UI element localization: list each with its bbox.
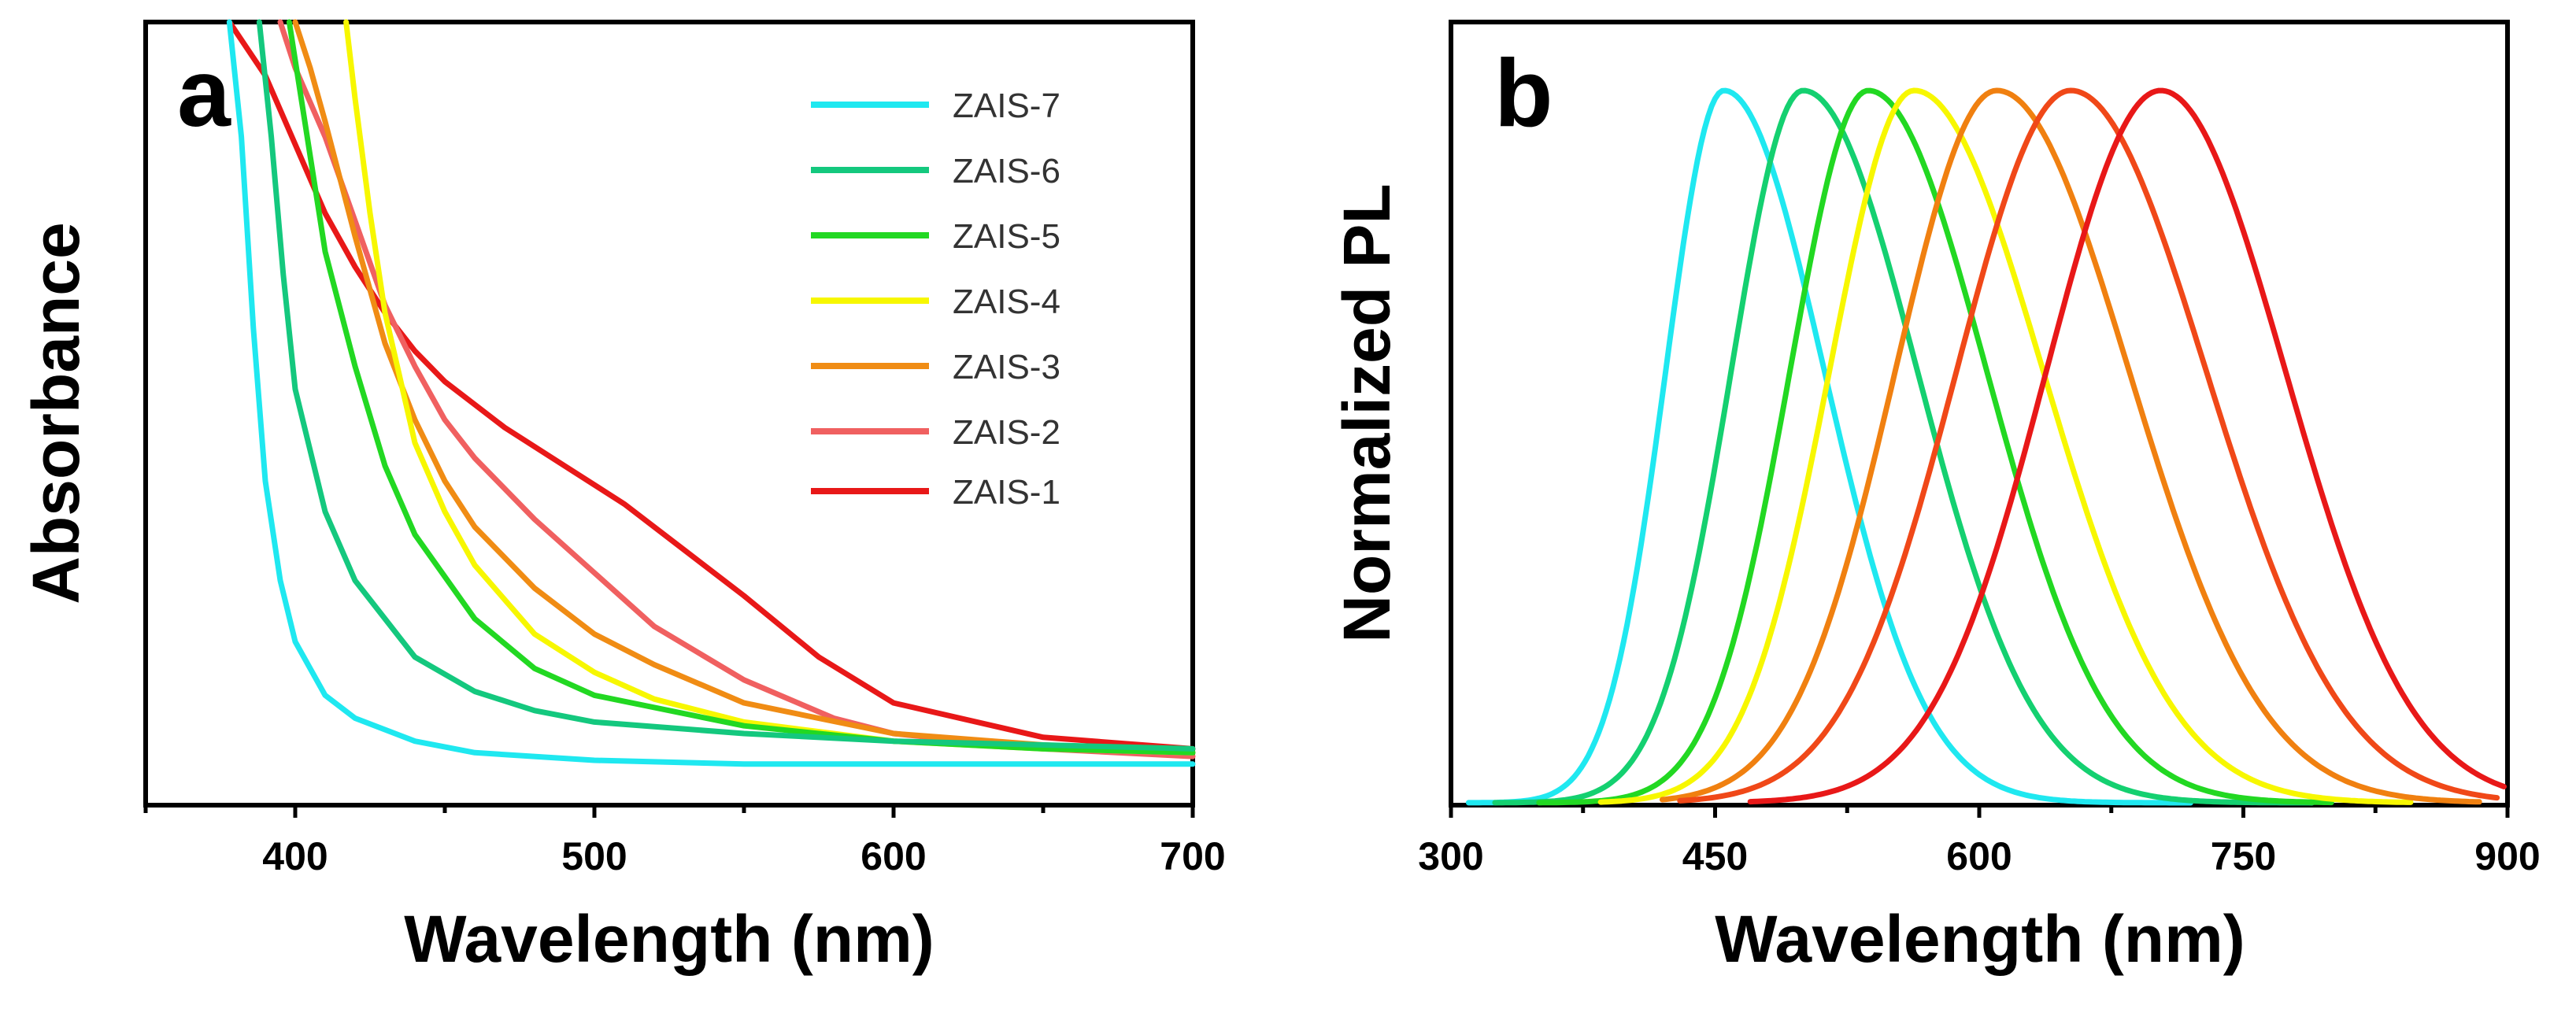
legend-item-zais-3: ZAIS-3 [811, 348, 1060, 386]
legend-item-zais-2: ZAIS-2 [811, 413, 1060, 452]
panel-b-letter: b [1494, 39, 1553, 146]
panel-a-curve-zais-7 [226, 19, 1196, 767]
legend-item-zais-5: ZAIS-5 [811, 217, 1060, 256]
panel-b-curves [1465, 87, 2507, 806]
legend-item-zais-1: ZAIS-1 [811, 473, 1060, 512]
panel-a-curve-zais-6 [256, 19, 1196, 752]
legend-item-zais-6: ZAIS-6 [811, 152, 1060, 190]
panel-a-curve-zais-2 [277, 19, 1196, 760]
panel-b-x-tick-label-600: 600 [1946, 834, 2012, 878]
panel-b-curve-zais-4 [1597, 87, 2414, 805]
panel-b-curve-zais-2 [1677, 87, 2500, 804]
panel-b-curve-zais-5 [1536, 87, 2334, 806]
legend-label-zais-3: ZAIS-3 [953, 348, 1060, 386]
panel-a-x-tick-label-400: 400 [262, 834, 328, 878]
panel-a-y-axis-title: Absorbance [19, 222, 93, 604]
legend-item-zais-7: ZAIS-7 [811, 87, 1060, 125]
panel-a-curve-zais-4 [343, 19, 1196, 756]
panel-a-absorbance: 400 500 600 700 a Wavelength (nm) Absorbanc… [19, 19, 1226, 976]
legend-label-zais-2: ZAIS-2 [953, 413, 1060, 452]
panel-a-plot-frame [143, 20, 1195, 808]
panel-b-x-tick-label-900: 900 [2474, 834, 2540, 878]
legend-label-zais-4: ZAIS-4 [953, 283, 1060, 321]
panel-a-legend: ZAIS-7 ZAIS-6 ZAIS-5 ZAIS-4 ZAIS-3 ZAIS-… [811, 87, 1060, 512]
panel-a-x-ticks: 400 500 600 700 [143, 805, 1226, 878]
panel-b-normalized-pl: 300 450 600 750 900 b Wavelength (nm) Normal… [1330, 20, 2541, 976]
panel-b-x-axis-title: Wavelength (nm) [1715, 902, 2245, 976]
panel-a-x-tick-label-500: 500 [561, 834, 627, 878]
panel-a-curves [226, 19, 1196, 767]
panel-a-x-axis-title: Wavelength (nm) [404, 902, 935, 976]
legend-label-zais-6: ZAIS-6 [953, 152, 1060, 190]
panel-a-letter: a [177, 39, 231, 146]
legend-item-zais-4: ZAIS-4 [811, 283, 1060, 321]
panel-b-x-tick-label-450: 450 [1682, 834, 1748, 878]
panel-a-x-tick-label-700: 700 [1160, 834, 1225, 878]
panel-b-x-tick-label-750: 750 [2211, 834, 2276, 878]
panel-b-x-ticks: 300 450 600 750 900 [1418, 805, 2541, 878]
legend-label-zais-1: ZAIS-1 [953, 473, 1060, 512]
panel-b-curve-zais-6 [1492, 87, 2315, 806]
panel-b-curve-zais-1 [1747, 87, 2507, 805]
legend-label-zais-5: ZAIS-5 [953, 217, 1060, 256]
legend-label-zais-7: ZAIS-7 [953, 87, 1060, 125]
panel-a-x-tick-label-600: 600 [861, 834, 926, 878]
panel-b-y-axis-title: Normalized PL [1330, 183, 1404, 642]
panel-a-curve-zais-3 [292, 19, 1196, 756]
panel-b-x-tick-label-300: 300 [1418, 834, 1483, 878]
panel-b-curve-zais-7 [1465, 87, 2193, 806]
panel-b-plot-frame [1449, 20, 2510, 808]
panel-b-curve-zais-3 [1659, 87, 2482, 805]
